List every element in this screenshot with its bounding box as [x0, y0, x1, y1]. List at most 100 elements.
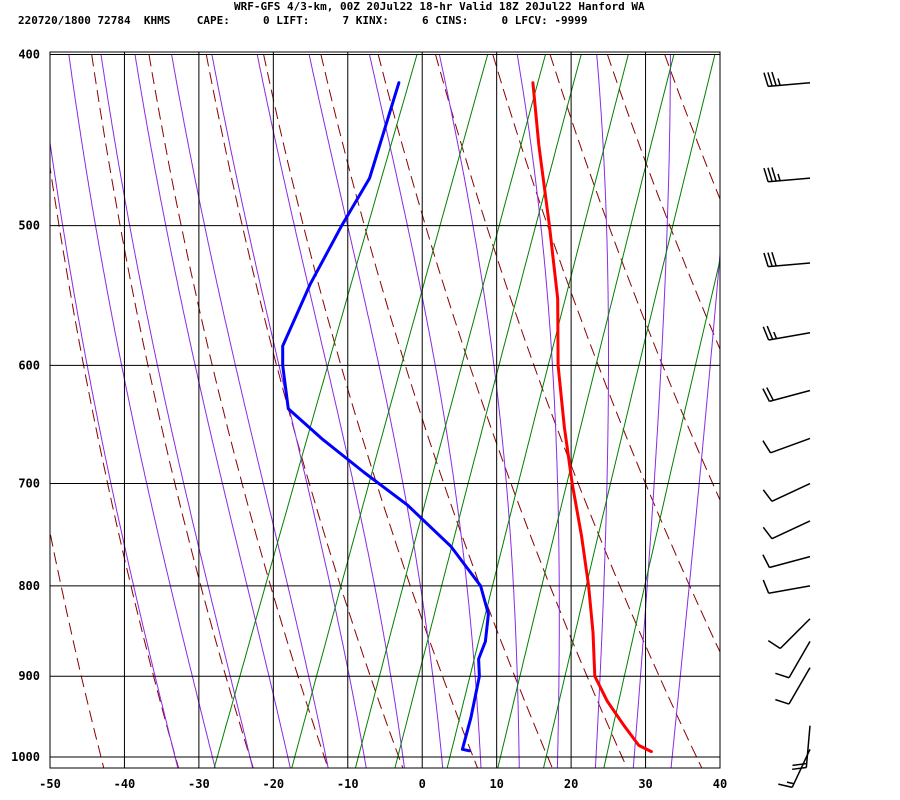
wind-barb: [762, 387, 811, 403]
x-tick-label: -10: [337, 777, 359, 791]
wind-barb: [792, 725, 811, 771]
mixing-ratio-line: [446, 54, 629, 768]
moist-adiabat: [438, 54, 520, 768]
barb-shaft: [768, 262, 811, 268]
y-tick-label: 400: [18, 48, 40, 62]
moist-adiabat: [516, 54, 560, 768]
y-tick-label: 700: [18, 477, 40, 491]
x-tick-labels: -50 -40 -30 -20 -10 0 10 20 30 40: [39, 777, 727, 791]
wind-barb: [763, 167, 811, 183]
wind-barb: [767, 618, 811, 650]
moist-adiabat: [632, 54, 671, 768]
x-tick-label: 0: [419, 777, 426, 791]
dry-adiabat: [50, 163, 180, 768]
dry-adiabat: [492, 54, 720, 654]
dry-adiabat: [722, 55, 900, 795]
barb-full: [767, 167, 773, 182]
barb-full: [771, 252, 777, 267]
barb-full: [763, 72, 769, 87]
barb-shaft: [770, 437, 811, 454]
dry-adiabat: [664, 54, 720, 201]
wind-barbs: [762, 71, 811, 789]
barb-shaft: [791, 748, 811, 788]
dry-adiabat: [263, 54, 479, 768]
barb-shaft: [805, 725, 811, 768]
y-tick-labels: 400 500 600 700 800 900 1000: [11, 48, 40, 765]
barb-full: [762, 579, 770, 594]
barb-shaft: [768, 177, 811, 183]
dry-adiabat: [205, 54, 404, 768]
chart-title: WRF-GFS 4/3-km, 00Z 20Jul22 18-hr Valid …: [234, 0, 645, 13]
barb-shaft: [768, 81, 811, 88]
moist-adiabat: [100, 54, 254, 768]
barb-full: [767, 640, 781, 650]
barb-full: [767, 72, 773, 87]
wind-barb: [762, 437, 811, 454]
x-tick-label: 10: [489, 777, 503, 791]
mixing-ratio-line: [213, 54, 418, 768]
mixing-ratio-line: [543, 54, 716, 768]
x-tick-label: 20: [564, 777, 578, 791]
wind-barb: [762, 579, 811, 594]
dewpoint-profile: [281, 81, 490, 753]
y-tick-label: 800: [18, 579, 40, 593]
moist-adiabat: [308, 54, 444, 768]
moist-adiabat: [670, 248, 720, 768]
barb-full: [766, 325, 774, 340]
barb-shaft: [768, 331, 811, 341]
barb-full: [778, 783, 793, 789]
wind-barb: [778, 748, 811, 789]
moist-adiabat: [211, 54, 367, 768]
y-tick-label: 600: [18, 358, 40, 372]
barb-shaft: [768, 585, 811, 594]
barb-shaft: [771, 520, 811, 540]
barb-full: [762, 326, 770, 341]
barb-half: [786, 781, 795, 785]
barb-shaft: [788, 667, 811, 705]
x-tick-label: 40: [713, 777, 727, 791]
dry-adiabat: [320, 54, 553, 768]
plot-frame: [49, 51, 721, 769]
barb-half: [777, 78, 781, 86]
moist-adiabat: [369, 54, 482, 768]
x-tick-label: -50: [39, 777, 61, 791]
x-tick-label: -30: [188, 777, 210, 791]
mixing-ratio-line: [603, 258, 720, 768]
sounding-indices: 220720/1800 72784 KHMS CAPE: 0 LIFT: 7 K…: [18, 14, 588, 27]
moist-adiabat: [256, 54, 405, 768]
barb-full: [792, 766, 807, 771]
dry-adiabat: [50, 529, 105, 768]
wind-barb: [762, 520, 811, 540]
y-tick-label: 900: [18, 669, 40, 683]
dry-adiabat: [779, 55, 900, 795]
mixing-ratio-line: [291, 54, 489, 768]
x-tick-label: 30: [638, 777, 652, 791]
dry-adiabat: [837, 55, 900, 795]
barb-half: [777, 173, 781, 181]
barb-full: [762, 554, 771, 568]
barb-full: [775, 698, 790, 705]
dry-adiabat: [377, 54, 628, 768]
barb-full: [762, 388, 771, 402]
mixing-ratio-line: [354, 54, 546, 768]
barb-full: [792, 762, 807, 767]
dry-adiabat: [91, 54, 254, 768]
barb-shaft: [779, 618, 811, 649]
barb-shaft: [788, 640, 811, 679]
y-tick-label: 500: [18, 219, 40, 233]
dry-adiabat: [148, 54, 329, 768]
barb-half: [773, 331, 778, 339]
moist-adiabat: [134, 54, 291, 768]
profiles: [281, 81, 653, 754]
x-tick-label: -40: [114, 777, 136, 791]
moist-adiabat: [594, 54, 609, 768]
barb-shaft: [769, 555, 811, 569]
barb-full: [762, 526, 773, 540]
barb-full: [763, 167, 769, 183]
mixing-ratio-line: [497, 54, 675, 768]
wind-barb: [762, 325, 811, 341]
background-lines: [50, 54, 900, 795]
moist-adiabat: [50, 139, 179, 768]
barb-shaft: [771, 482, 811, 502]
